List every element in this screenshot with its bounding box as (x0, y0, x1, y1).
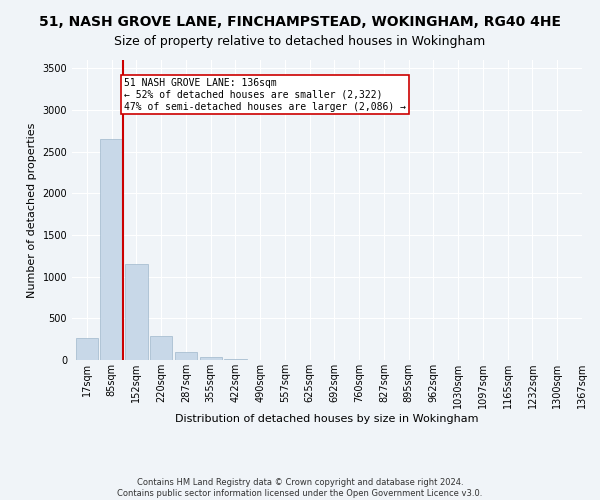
X-axis label: Distribution of detached houses by size in Wokingham: Distribution of detached houses by size … (175, 414, 479, 424)
Bar (199, 356, 222, 360)
Text: Size of property relative to detached houses in Wokingham: Size of property relative to detached ho… (115, 35, 485, 48)
Y-axis label: Number of detached properties: Number of detached properties (27, 122, 37, 298)
Bar (150, 336, 172, 360)
Text: 51 NASH GROVE LANE: 136sqm
← 52% of detached houses are smaller (2,322)
47% of s: 51 NASH GROVE LANE: 136sqm ← 52% of deta… (124, 78, 406, 112)
Bar (175, 352, 197, 360)
Bar (224, 359, 247, 360)
Bar (76, 338, 98, 360)
Text: 51, NASH GROVE LANE, FINCHAMPSTEAD, WOKINGHAM, RG40 4HE: 51, NASH GROVE LANE, FINCHAMPSTEAD, WOKI… (39, 15, 561, 29)
Bar (125, 264, 148, 360)
Text: Contains HM Land Registry data © Crown copyright and database right 2024.
Contai: Contains HM Land Registry data © Crown c… (118, 478, 482, 498)
Bar (100, 139, 123, 360)
